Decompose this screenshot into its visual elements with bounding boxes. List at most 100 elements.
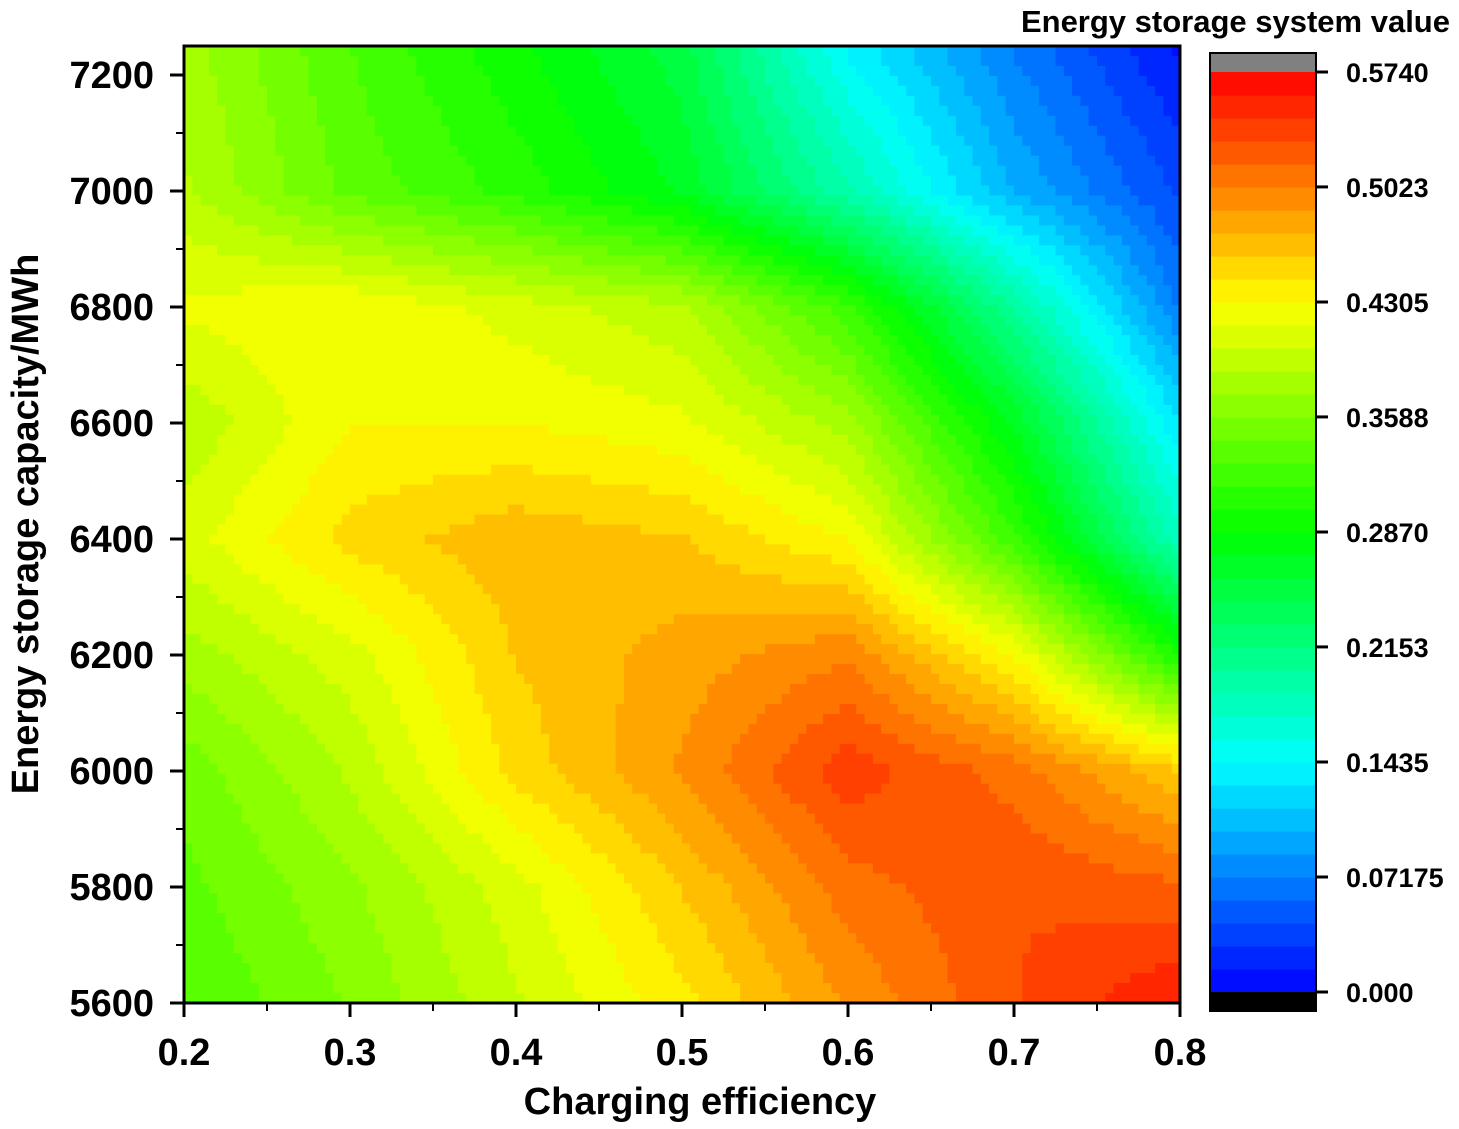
contour-cell <box>1155 175 1164 187</box>
contour-cell <box>798 295 808 306</box>
contour-cell <box>682 185 691 197</box>
contour-cell <box>233 65 243 77</box>
contour-cell <box>964 384 974 396</box>
contour-cell <box>839 384 849 396</box>
contour-cell <box>632 245 642 256</box>
contour-cell <box>474 404 484 416</box>
contour-cell <box>1030 384 1040 396</box>
contour-cell <box>275 245 285 256</box>
contour-cell <box>1121 95 1131 107</box>
contour-cell <box>391 65 401 77</box>
contour-cell <box>756 315 766 326</box>
contour-cell <box>408 85 417 97</box>
contour-cell <box>557 444 567 456</box>
contour-cell <box>1171 404 1180 416</box>
contour-cell <box>839 325 849 336</box>
contour-cell <box>358 265 368 276</box>
contour-cell <box>947 75 957 87</box>
contour-cell <box>906 305 915 316</box>
contour-cell <box>457 414 467 426</box>
contour-cell <box>192 374 202 386</box>
contour-cell <box>383 135 393 147</box>
contour-cell <box>897 404 907 416</box>
contour-cell <box>524 285 534 296</box>
contour-cell <box>590 414 600 426</box>
contour-cell <box>1121 374 1131 386</box>
contour-cell <box>922 205 932 217</box>
contour-cell <box>350 85 359 97</box>
contour-cell <box>690 125 700 137</box>
contour-cell <box>424 414 434 426</box>
contour-cell <box>499 185 509 197</box>
contour-cell <box>1146 434 1156 446</box>
contour-cell <box>532 414 542 426</box>
contour-cell <box>856 75 866 87</box>
contour-cell <box>582 285 592 296</box>
contour-cell <box>740 245 749 256</box>
contour-cell <box>698 365 708 376</box>
contour-cell <box>939 374 949 386</box>
contour-cell <box>1113 394 1123 406</box>
contour-cell <box>491 454 500 466</box>
contour-cell <box>657 404 666 416</box>
contour-cell <box>906 295 915 306</box>
contour-cell <box>291 424 301 436</box>
contour-cell <box>549 404 559 416</box>
contour-cell <box>1130 394 1140 406</box>
contour-cell <box>590 46 600 57</box>
contour-cell <box>217 434 227 446</box>
contour-cell <box>532 275 542 286</box>
contour-cell <box>931 215 940 227</box>
contour-cell <box>632 365 642 376</box>
contour-cell <box>997 185 1007 197</box>
contour-cell <box>848 315 857 326</box>
contour-cell <box>590 55 600 67</box>
contour-cell <box>781 65 791 77</box>
contour-cell <box>939 365 949 376</box>
contour-cell <box>449 205 459 217</box>
contour-cell <box>1063 195 1073 207</box>
contour-cell <box>1022 65 1032 77</box>
contour-cell <box>931 265 940 276</box>
contour-cell <box>250 275 260 286</box>
contour-cell <box>200 175 210 187</box>
contour-cell <box>474 205 484 217</box>
contour-cell <box>881 165 891 177</box>
contour-cell <box>516 275 525 286</box>
contour-cell <box>673 315 683 326</box>
contour-cell <box>773 305 783 316</box>
contour-cell <box>549 115 559 127</box>
contour-cell <box>399 145 409 157</box>
contour-cell <box>233 46 243 57</box>
contour-cell <box>1146 275 1156 286</box>
contour-cell <box>1138 165 1148 177</box>
contour-cell <box>557 384 567 396</box>
contour-cell <box>1155 404 1164 416</box>
contour-cell <box>291 65 301 77</box>
contour-cell <box>1080 165 1090 177</box>
contour-cell <box>540 65 550 77</box>
contour-cell <box>839 175 849 187</box>
contour-cell <box>491 105 500 117</box>
contour-cell <box>374 46 384 57</box>
contour-cell <box>582 444 592 456</box>
contour-cell <box>906 55 915 67</box>
contour-cell <box>897 175 907 187</box>
contour-cell <box>789 46 799 57</box>
contour-cell <box>1138 235 1148 246</box>
contour-cell <box>906 215 915 227</box>
contour-cell <box>1130 414 1140 426</box>
contour-cell <box>275 414 285 426</box>
contour-cell <box>673 394 683 406</box>
contour-cell <box>416 355 426 366</box>
contour-cell <box>682 414 691 426</box>
contour-cell <box>457 145 467 157</box>
contour-cell <box>980 235 990 246</box>
contour-cell <box>1047 205 1057 217</box>
contour-cell <box>399 105 409 117</box>
contour-cell <box>557 75 567 87</box>
contour-cell <box>922 65 932 77</box>
contour-cell <box>798 444 808 456</box>
contour-cell <box>466 235 476 246</box>
contour-cell <box>1155 255 1164 266</box>
